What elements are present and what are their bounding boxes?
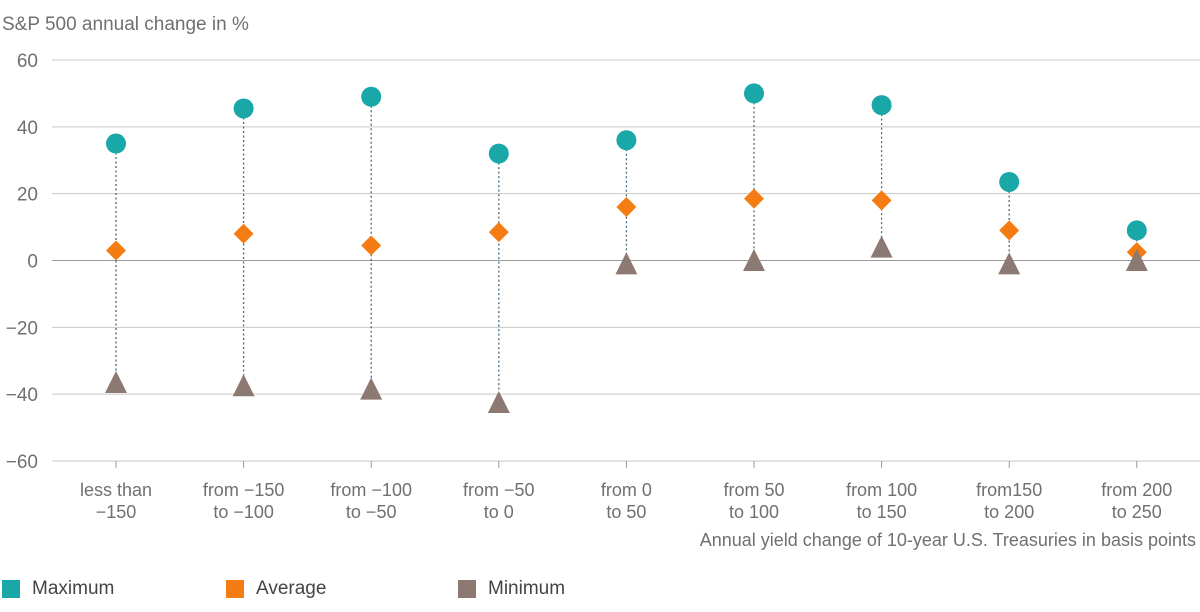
x-tick-label: from 100 bbox=[846, 480, 917, 500]
x-tick-label: −150 bbox=[96, 502, 137, 522]
average-marker bbox=[361, 235, 382, 256]
legend-item-minimum: Minimum bbox=[458, 578, 565, 600]
legend-label-average: Average bbox=[256, 578, 327, 599]
minimum-marker bbox=[360, 377, 383, 400]
legend-label-minimum: Minimum bbox=[488, 578, 566, 599]
minimum-marker bbox=[870, 235, 893, 258]
average-marker bbox=[106, 240, 126, 261]
x-tick-label: from150 bbox=[976, 480, 1042, 500]
y-axis-ticks: 60 40 20 0 −20 −40 −60 bbox=[6, 51, 38, 473]
x-tick-label: to 0 bbox=[484, 502, 514, 522]
legend-item-average: Average bbox=[226, 578, 326, 600]
minimum-marker bbox=[743, 248, 765, 271]
maximum-marker bbox=[871, 95, 892, 116]
maximum-marker bbox=[233, 98, 254, 119]
x-tick-label: from −150 bbox=[203, 480, 285, 500]
x-tick-label: to 50 bbox=[606, 502, 646, 522]
minimum-marker bbox=[105, 370, 127, 393]
maximum-marker bbox=[106, 133, 126, 154]
x-tick-label: less than bbox=[80, 480, 152, 500]
x-tick-label: to −100 bbox=[213, 502, 274, 522]
average-marker bbox=[233, 223, 254, 244]
x-tick-label: to −50 bbox=[346, 502, 397, 522]
maximum-marker bbox=[999, 171, 1020, 192]
minimum-marker bbox=[998, 252, 1021, 275]
legend-swatch-average bbox=[226, 580, 244, 598]
x-axis-label: Annual yield change of 10-year U.S. Trea… bbox=[699, 530, 1196, 550]
average-marker bbox=[871, 190, 892, 211]
maximum-marker bbox=[744, 83, 764, 104]
y-tick-label: 0 bbox=[27, 252, 38, 273]
x-tick-label: from 50 bbox=[723, 480, 784, 500]
average-marker bbox=[999, 220, 1020, 241]
average-marker bbox=[744, 188, 764, 209]
maximum-marker bbox=[488, 143, 509, 164]
average-marker bbox=[616, 197, 637, 218]
minimum-marker bbox=[1125, 248, 1148, 271]
data-marks bbox=[105, 83, 1148, 413]
y-axis-label: S&P 500 annual change in % bbox=[2, 14, 249, 35]
x-tick-label: from −100 bbox=[330, 480, 412, 500]
x-tick-label: to 250 bbox=[1112, 502, 1162, 522]
x-tick-label: to 100 bbox=[729, 502, 779, 522]
y-tick-label: −40 bbox=[6, 385, 38, 406]
minimum-marker bbox=[232, 374, 255, 397]
y-tick-label: −60 bbox=[6, 452, 38, 473]
x-tick-label: from 0 bbox=[601, 480, 652, 500]
y-tick-label: 60 bbox=[17, 51, 38, 72]
x-tick-label: from 200 bbox=[1101, 480, 1172, 500]
legend-swatch-maximum bbox=[2, 580, 20, 598]
legend-label-maximum: Maximum bbox=[32, 578, 115, 599]
x-tick-label: to 150 bbox=[857, 502, 907, 522]
minimum-marker bbox=[615, 252, 638, 275]
average-marker bbox=[488, 222, 509, 243]
y-tick-label: 20 bbox=[17, 185, 38, 206]
range-stems bbox=[115, 93, 1138, 405]
legend-item-maximum: Maximum bbox=[2, 578, 114, 600]
y-tick-label: 40 bbox=[17, 118, 38, 139]
maximum-marker bbox=[361, 86, 382, 107]
minimum-marker bbox=[487, 390, 510, 413]
y-tick-label: −20 bbox=[6, 318, 38, 339]
x-tick-label: to 200 bbox=[984, 502, 1034, 522]
legend: Maximum Average Minimum bbox=[0, 578, 1200, 608]
maximum-marker bbox=[616, 130, 637, 151]
legend-swatch-minimum bbox=[458, 580, 476, 598]
x-tick-label: from −50 bbox=[463, 480, 535, 500]
maximum-marker bbox=[1126, 220, 1147, 241]
